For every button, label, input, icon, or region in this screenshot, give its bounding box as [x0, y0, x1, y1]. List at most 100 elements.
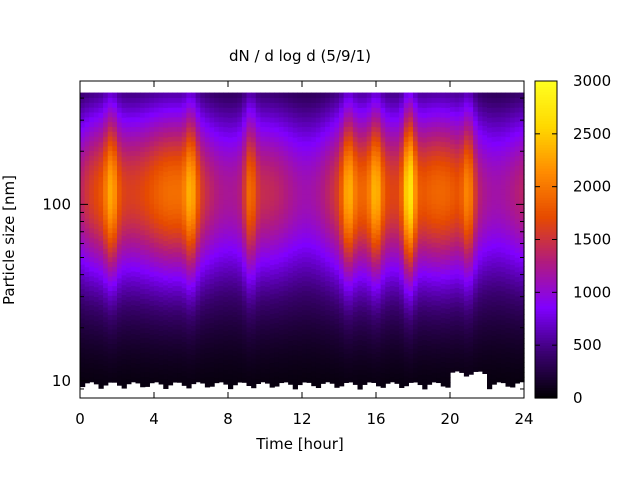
heatmap-cell	[117, 321, 123, 328]
heatmap-cell	[399, 382, 405, 388]
heatmap-cell	[403, 175, 409, 182]
heatmap-cell	[204, 97, 211, 103]
heatmap-cell	[149, 377, 155, 384]
heatmap-cell	[204, 239, 211, 246]
heatmap-cell	[177, 203, 183, 209]
heatmap-cell	[325, 246, 331, 253]
heatmap-cell	[311, 97, 317, 103]
heatmap-cell	[84, 102, 90, 108]
heatmap-cell	[269, 347, 275, 354]
heatmap-cell	[89, 290, 95, 296]
heatmap-cell	[167, 165, 174, 172]
heatmap-cell	[329, 262, 335, 268]
heatmap-cell	[107, 251, 113, 258]
heatmap-cell	[177, 358, 183, 364]
heatmap-cell	[140, 318, 146, 324]
heatmap-cell	[80, 121, 86, 128]
heatmap-cell	[195, 290, 201, 296]
heatmap-cell	[403, 200, 409, 206]
heatmap-cell	[214, 155, 220, 161]
heatmap-cell	[232, 131, 238, 137]
heatmap-cell	[135, 102, 141, 108]
heatmap-cell	[408, 362, 414, 369]
heatmap-cell	[431, 372, 437, 378]
heatmap-cell	[93, 150, 100, 157]
heatmap-cell	[376, 371, 382, 377]
heatmap-cell	[163, 289, 169, 296]
heatmap-cell	[186, 348, 192, 354]
heatmap-cell	[130, 140, 137, 147]
heatmap-cell	[436, 160, 442, 166]
heatmap-cell	[283, 362, 289, 368]
heatmap-cell	[135, 281, 141, 287]
heatmap-cell	[436, 276, 442, 282]
heatmap-cell	[311, 121, 317, 128]
heatmap-cell	[343, 319, 349, 326]
heatmap-cell	[288, 330, 294, 337]
heatmap-cell	[269, 122, 275, 128]
heatmap-cell	[408, 377, 414, 383]
heatmap-cell	[177, 300, 183, 306]
heatmap-cell	[195, 164, 201, 171]
heatmap-cell	[191, 155, 197, 162]
heatmap-cell	[84, 373, 90, 379]
heatmap-cell	[158, 145, 164, 152]
heatmap-cell	[195, 261, 201, 267]
heatmap-cell	[126, 335, 132, 341]
heatmap-cell	[98, 191, 104, 197]
heatmap-cell	[315, 122, 322, 128]
heatmap-cell	[218, 261, 224, 267]
heatmap-cell	[334, 303, 340, 310]
heatmap-cell	[172, 164, 178, 171]
heatmap-cell	[459, 204, 465, 210]
heatmap-cell	[269, 97, 275, 103]
heatmap-cell	[408, 107, 414, 113]
heatmap-cell	[167, 287, 174, 293]
heatmap-cell	[352, 282, 359, 288]
heatmap-cell	[149, 213, 155, 219]
heatmap-cell	[431, 232, 437, 238]
heatmap-cell	[181, 136, 187, 142]
heatmap-cell	[200, 97, 206, 103]
heatmap-cell	[144, 170, 150, 177]
heatmap-cell	[135, 295, 141, 302]
heatmap-cell	[320, 102, 326, 108]
heatmap-cell	[269, 323, 275, 329]
heatmap-cell	[167, 146, 174, 152]
heatmap-cell	[177, 266, 183, 272]
heatmap-cell	[84, 271, 90, 277]
heatmap-cell	[126, 330, 132, 336]
heatmap-cell	[297, 219, 303, 225]
heatmap-cell	[144, 180, 150, 187]
heatmap-cell	[385, 170, 391, 176]
heatmap-cell	[251, 146, 257, 153]
heatmap-cell	[329, 97, 335, 103]
heatmap-cell	[223, 204, 229, 210]
heatmap-cell	[366, 280, 372, 287]
heatmap-cell	[450, 171, 456, 178]
heatmap-cell	[98, 136, 104, 143]
heatmap-cell	[454, 250, 460, 256]
heatmap-cell	[445, 180, 451, 187]
heatmap-cell	[352, 233, 359, 240]
heatmap-cell	[366, 179, 372, 185]
heatmap-cell	[186, 151, 192, 158]
heatmap-cell	[265, 305, 271, 312]
heatmap-cell	[352, 350, 359, 356]
heatmap-cell	[325, 237, 331, 243]
heatmap-cell	[445, 318, 451, 324]
heatmap-cell	[237, 174, 243, 180]
heatmap-cell	[403, 151, 409, 157]
heatmap-cell	[302, 222, 308, 229]
heatmap-cell	[265, 329, 271, 336]
heatmap-cell	[339, 302, 345, 309]
heatmap-cell	[357, 161, 363, 168]
heatmap-cell	[186, 368, 192, 374]
heatmap-cell	[450, 297, 456, 303]
heatmap-cell	[251, 171, 257, 177]
heatmap-cell	[320, 150, 326, 157]
heatmap-cell	[158, 170, 164, 176]
heatmap-cell	[385, 320, 391, 326]
heatmap-cell	[200, 208, 206, 215]
heatmap-cell	[320, 242, 326, 249]
